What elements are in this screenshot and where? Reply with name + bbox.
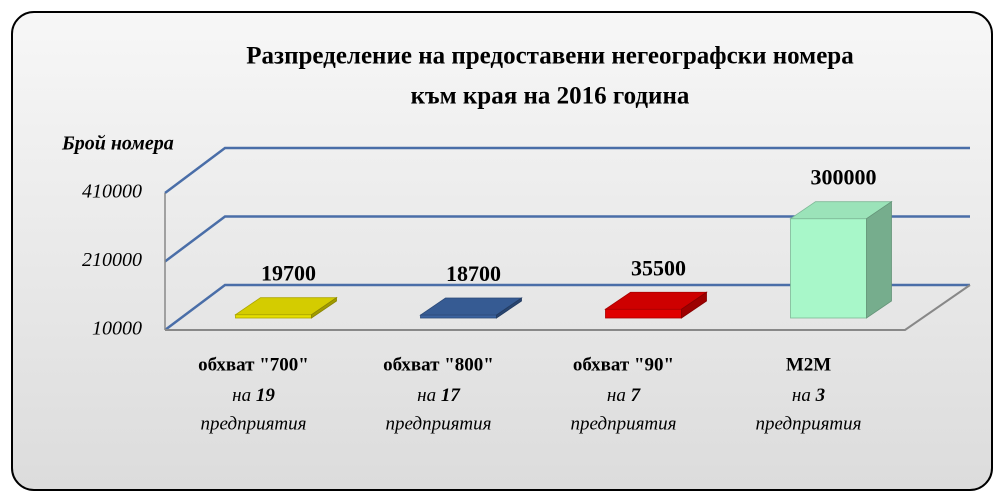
bar-side <box>681 291 707 319</box>
y-tick-label: 10000 <box>92 318 142 340</box>
note-count: 7 <box>631 385 642 406</box>
bar-front <box>420 314 497 319</box>
x-tick-label: M2M <box>786 354 831 375</box>
bar-side <box>496 297 522 319</box>
y-tick-label: 410000 <box>82 181 142 203</box>
value-label: 19700 <box>261 261 316 286</box>
panel <box>11 11 993 491</box>
value-label: 300000 <box>811 165 877 190</box>
note-count: 19 <box>256 385 276 406</box>
value-label: 18700 <box>446 261 501 286</box>
value-label: 35500 <box>631 255 686 280</box>
bar <box>789 200 893 319</box>
floor-edge <box>165 284 971 331</box>
category-note: на 19 <box>232 385 275 406</box>
x-tick-label: обхват "700" <box>198 354 309 375</box>
bar <box>234 296 338 319</box>
note-pre: на <box>232 385 251 406</box>
bar-front <box>605 308 682 319</box>
bar-side <box>866 200 892 319</box>
grid-line <box>164 146 970 194</box>
x-tick-label: обхват "90" <box>573 354 674 375</box>
category-note: предприятия <box>571 413 677 434</box>
category-note: на 7 <box>607 385 642 406</box>
grid-line <box>164 283 970 331</box>
bar <box>419 297 523 319</box>
note-count: 17 <box>441 385 462 406</box>
note-pre: на <box>417 385 436 406</box>
chart-title: към края на 2016 година <box>411 83 690 110</box>
category-note: на 3 <box>792 385 825 406</box>
note-pre: на <box>792 385 811 406</box>
bar <box>604 291 708 319</box>
grid-line <box>164 215 970 263</box>
category-note: на 17 <box>417 385 461 406</box>
bar-front <box>235 314 312 319</box>
category-note: предприятия <box>756 413 862 434</box>
category-note: предприятия <box>201 413 307 434</box>
x-tick-label: обхват "800" <box>383 354 494 375</box>
note-count: 3 <box>815 385 826 406</box>
note-pre: на <box>607 385 626 406</box>
y-axis-label: Брой номера <box>61 133 174 155</box>
bar-side <box>311 296 337 319</box>
category-note: предприятия <box>386 413 492 434</box>
y-tick-label: 210000 <box>82 249 142 271</box>
chart-title: Разпределение на предоставени негеографс… <box>246 43 854 70</box>
bar-front <box>790 218 867 319</box>
